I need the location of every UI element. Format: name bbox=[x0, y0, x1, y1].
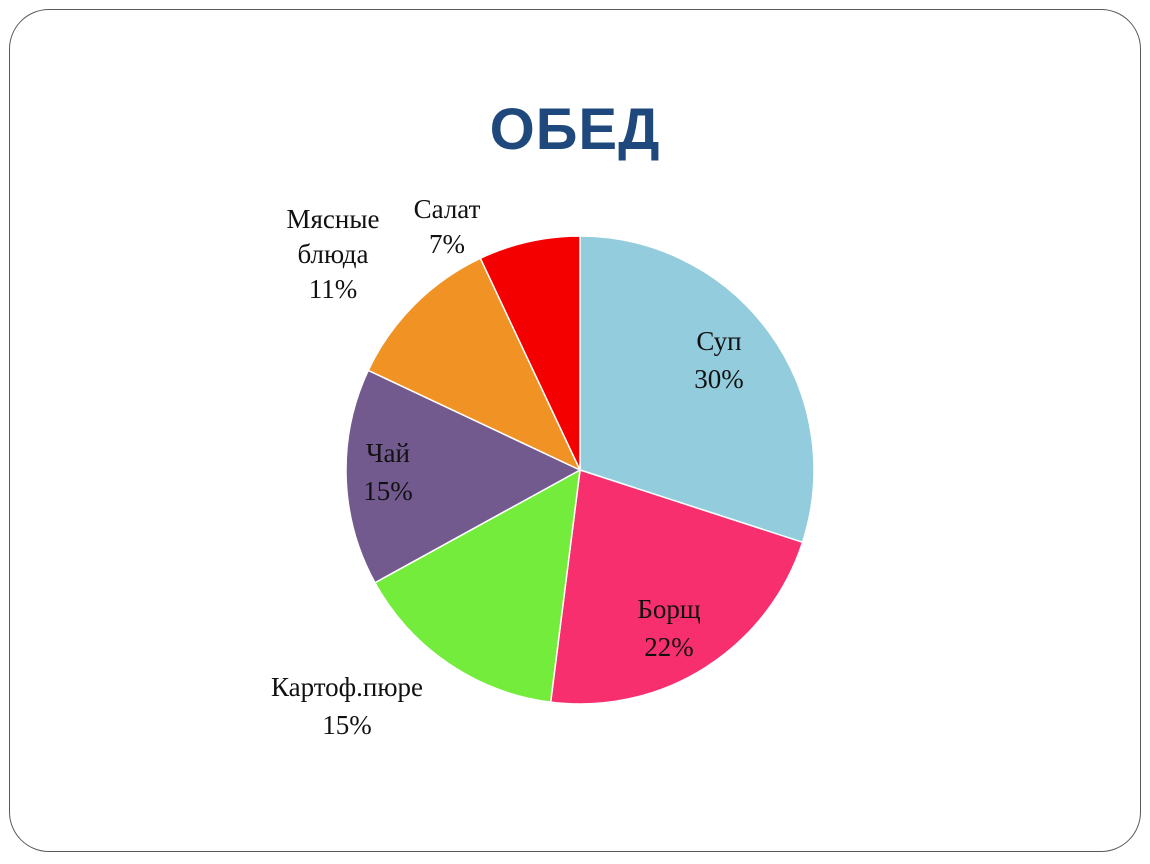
slice-label-3: Картоф.пюре 15% bbox=[271, 672, 423, 740]
pie-slice-3 bbox=[373, 468, 581, 703]
pie-slice-1 bbox=[579, 235, 815, 544]
pie-slice-5 bbox=[367, 257, 582, 472]
slice-label-5: Мясные блюда 11% bbox=[287, 204, 380, 304]
slice-label-6: Салат 7% bbox=[414, 194, 481, 259]
slice-label-1: Суп 30% bbox=[694, 326, 744, 394]
chart-title: ОБЕД bbox=[489, 97, 661, 162]
pie-slice-2 bbox=[549, 469, 804, 705]
slice-label-2: Борщ 22% bbox=[637, 594, 701, 662]
pie-slice-4 bbox=[345, 369, 582, 584]
slice-label-4: Чай 15% bbox=[363, 438, 413, 506]
pie-slice-6 bbox=[479, 235, 581, 471]
